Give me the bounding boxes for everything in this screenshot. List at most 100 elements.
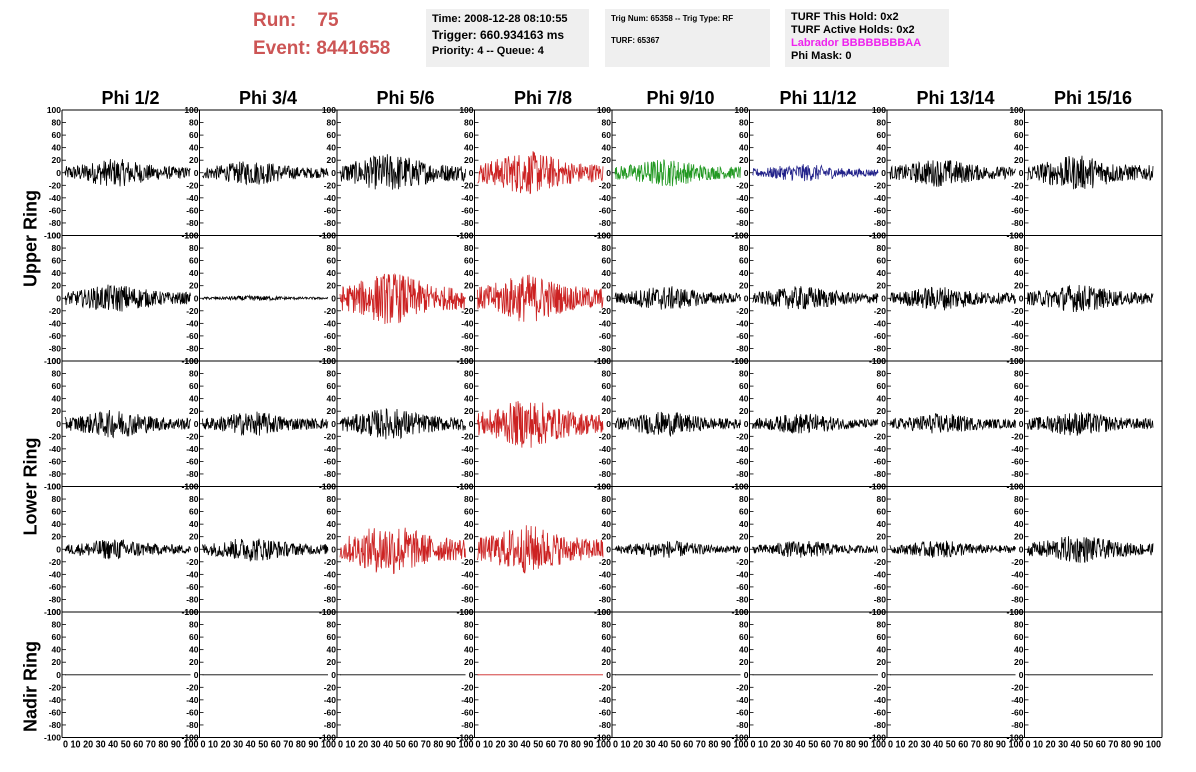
- y-tick-label: 60: [877, 381, 887, 391]
- y-tick-label: -80: [49, 594, 62, 604]
- x-tick-labels: 0 10 20 30 40 50 60 70 80 90 100: [338, 740, 474, 751]
- y-tick-label: -40: [1011, 193, 1024, 203]
- y-tick-label: -20: [1011, 682, 1024, 692]
- y-tick-label: -40: [874, 193, 887, 203]
- y-tick-label: 60: [464, 381, 474, 391]
- y-tick-label: 20: [739, 406, 749, 416]
- y-tick-label: 20: [189, 406, 199, 416]
- y-tick-label: 0: [881, 168, 886, 178]
- y-tick-label: 60: [464, 130, 474, 140]
- y-tick-label: -80: [461, 469, 474, 479]
- y-tick-label: -60: [736, 331, 749, 341]
- y-tick-label: 40: [327, 268, 337, 278]
- y-tick-label: -20: [874, 557, 887, 567]
- y-tick-label: 0: [331, 544, 336, 554]
- trig-num-text: Trig Num: 65358 -- Trig Type: RF: [611, 14, 734, 23]
- y-tick-label: 40: [327, 645, 337, 655]
- y-tick-label: 80: [52, 369, 62, 379]
- y-tick-label: -100: [44, 482, 61, 492]
- y-tick-label: 40: [327, 143, 337, 153]
- y-tick-label: 80: [327, 369, 337, 379]
- y-tick-label: 0: [606, 293, 611, 303]
- y-tick-label: 100: [322, 231, 336, 241]
- waveform-trace: [1027, 536, 1154, 563]
- y-tick-label: -100: [44, 733, 61, 743]
- waveform-trace: [614, 540, 741, 558]
- y-tick-label: -80: [736, 469, 749, 479]
- y-tick-label: -40: [324, 695, 337, 705]
- waveform-trace: [339, 154, 466, 190]
- y-tick-label: 80: [739, 494, 749, 504]
- y-tick-label: -20: [49, 431, 62, 441]
- y-tick-label: 100: [184, 356, 198, 366]
- y-tick-label: 20: [52, 155, 62, 165]
- y-tick-label: 80: [602, 243, 612, 253]
- y-tick-label: -80: [461, 594, 474, 604]
- y-tick-label: -80: [324, 469, 337, 479]
- y-tick-label: 80: [1014, 243, 1024, 253]
- y-tick-label: 60: [327, 632, 337, 642]
- y-tick-label: 80: [464, 620, 474, 630]
- y-tick-label: 0: [744, 670, 749, 680]
- y-tick-label: -80: [324, 343, 337, 353]
- y-tick-label: 40: [602, 519, 612, 529]
- phi-label: Phi 3/4: [238, 88, 298, 108]
- phi-label: Phi 5/6: [376, 88, 435, 108]
- y-tick-label: 20: [739, 155, 749, 165]
- y-tick-label: 80: [52, 620, 62, 630]
- y-tick-label: 60: [327, 381, 337, 391]
- y-tick-label: -40: [324, 569, 337, 579]
- y-tick-label: -20: [186, 682, 199, 692]
- x-tick-labels: 0 10 20 30 40 50 60 70 80 90 100: [476, 740, 612, 751]
- y-tick-label: 20: [327, 281, 337, 291]
- y-tick-label: 80: [1014, 494, 1024, 504]
- y-tick-label: -40: [1011, 695, 1024, 705]
- y-tick-label: 40: [189, 519, 199, 529]
- y-tick-label: -40: [599, 695, 612, 705]
- y-tick-label: -80: [49, 469, 62, 479]
- y-tick-label: 60: [877, 130, 887, 140]
- y-tick-label: -40: [49, 444, 62, 454]
- y-tick-label: 0: [881, 419, 886, 429]
- y-tick-label: 0: [606, 168, 611, 178]
- y-tick-label: 0: [1019, 544, 1024, 554]
- y-tick-label: -20: [324, 306, 337, 316]
- y-tick-label: 100: [734, 482, 748, 492]
- y-tick-label: -40: [461, 569, 474, 579]
- y-tick-label: -60: [736, 582, 749, 592]
- y-tick-label: 0: [881, 670, 886, 680]
- y-tick-label: -40: [461, 318, 474, 328]
- y-tick-label: -60: [599, 456, 612, 466]
- y-tick-label: -40: [186, 695, 199, 705]
- y-tick-label: -40: [461, 193, 474, 203]
- y-tick-label: -20: [186, 431, 199, 441]
- y-tick-label: 100: [872, 231, 886, 241]
- y-tick-label: -40: [186, 318, 199, 328]
- y-tick-label: -80: [1011, 343, 1024, 353]
- y-tick-label: -60: [324, 205, 337, 215]
- y-tick-label: -20: [186, 180, 199, 190]
- y-tick-label: -80: [49, 720, 62, 730]
- trigger-text: Trigger: 660.934163 ms: [432, 28, 565, 42]
- y-tick-label: -60: [461, 331, 474, 341]
- y-tick-label: 0: [881, 293, 886, 303]
- y-tick-label: 80: [464, 494, 474, 504]
- x-tick-labels: 0 10 20 30 40 50 60 70 80 90 100: [751, 740, 887, 751]
- y-tick-label: 20: [52, 281, 62, 291]
- y-tick-label: 100: [322, 482, 336, 492]
- y-tick-label: 80: [327, 494, 337, 504]
- turf-hold-text: TURF This Hold: 0x2: [791, 11, 899, 23]
- y-tick-label: -20: [461, 306, 474, 316]
- y-tick-label: 20: [327, 532, 337, 542]
- y-tick-label: 20: [327, 657, 337, 667]
- y-tick-label: 0: [606, 419, 611, 429]
